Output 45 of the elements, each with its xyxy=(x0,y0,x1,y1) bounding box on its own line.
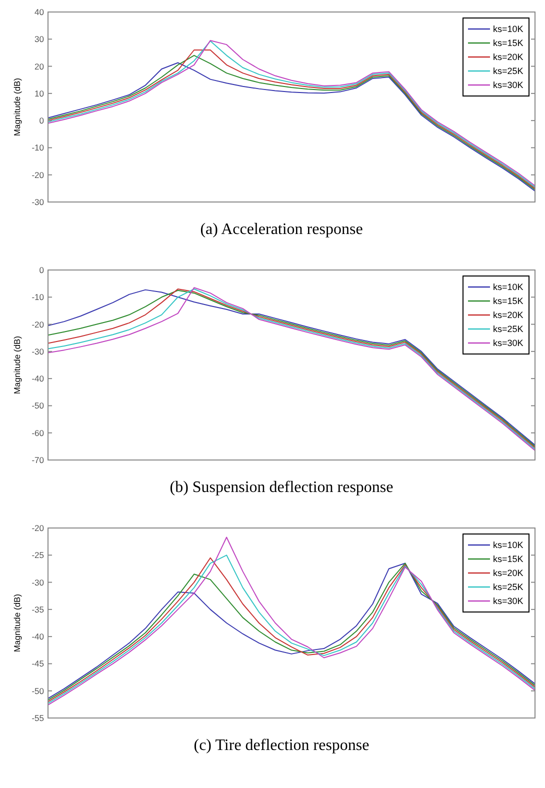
legend-label: ks=25K xyxy=(493,66,524,76)
text: (c) Tire deflection response xyxy=(194,737,370,754)
text: (a) Acceleration response xyxy=(200,221,363,238)
y-axis-title: Magnitude (dB) xyxy=(12,78,22,136)
y-tick-label: 0 xyxy=(39,264,44,275)
y-axis-title: Magnitude (dB) xyxy=(12,594,22,652)
legend-label: ks=15K xyxy=(493,38,524,48)
y-tick-label: -40 xyxy=(32,632,44,642)
y-tick-label: 40 xyxy=(34,6,44,17)
legend-label: ks=20K xyxy=(493,52,524,62)
y-tick-label: 0 xyxy=(39,116,44,126)
y-tick-label: 20 xyxy=(34,61,44,72)
y-tick-label: -40 xyxy=(32,374,44,384)
y-axis-title: Magnitude (dB) xyxy=(12,336,22,394)
y-tick-label: -30 xyxy=(32,196,44,207)
y-tick-label: -30 xyxy=(32,577,44,588)
y-tick-label: -20 xyxy=(32,170,44,180)
legend-label: ks=20K xyxy=(493,310,524,320)
y-tick-label: -20 xyxy=(32,522,44,533)
legend-label: ks=10K xyxy=(493,540,524,550)
y-tick-label: 10 xyxy=(34,88,44,98)
y-tick-label: 30 xyxy=(34,34,44,44)
legend-label: ks=10K xyxy=(493,282,524,292)
y-tick-label: -55 xyxy=(32,712,44,723)
legend-label: ks=25K xyxy=(493,582,524,592)
y-tick-label: -50 xyxy=(32,400,44,411)
y-tick-label: -70 xyxy=(32,454,44,465)
y-tick-label: -20 xyxy=(32,319,44,330)
legend-label: ks=30K xyxy=(493,338,524,348)
y-tick-label: -25 xyxy=(32,550,44,560)
y-tick-label: -30 xyxy=(32,346,44,356)
legend-label: ks=15K xyxy=(493,554,524,564)
legend-label: ks=15K xyxy=(493,296,524,306)
legend-label: ks=30K xyxy=(493,80,524,90)
legend-label: ks=20K xyxy=(493,568,524,578)
text: (b) Suspension deflection response xyxy=(170,479,394,496)
legend-label: ks=30K xyxy=(493,596,524,606)
y-tick-label: -45 xyxy=(32,658,44,669)
y-tick-label: -60 xyxy=(32,428,44,438)
y-tick-label: -50 xyxy=(32,686,44,696)
y-tick-label: -35 xyxy=(32,604,44,614)
legend-label: ks=25K xyxy=(493,324,524,334)
legend-label: ks=10K xyxy=(493,24,524,34)
y-tick-label: -10 xyxy=(32,142,44,153)
y-tick-label: -10 xyxy=(32,292,44,302)
